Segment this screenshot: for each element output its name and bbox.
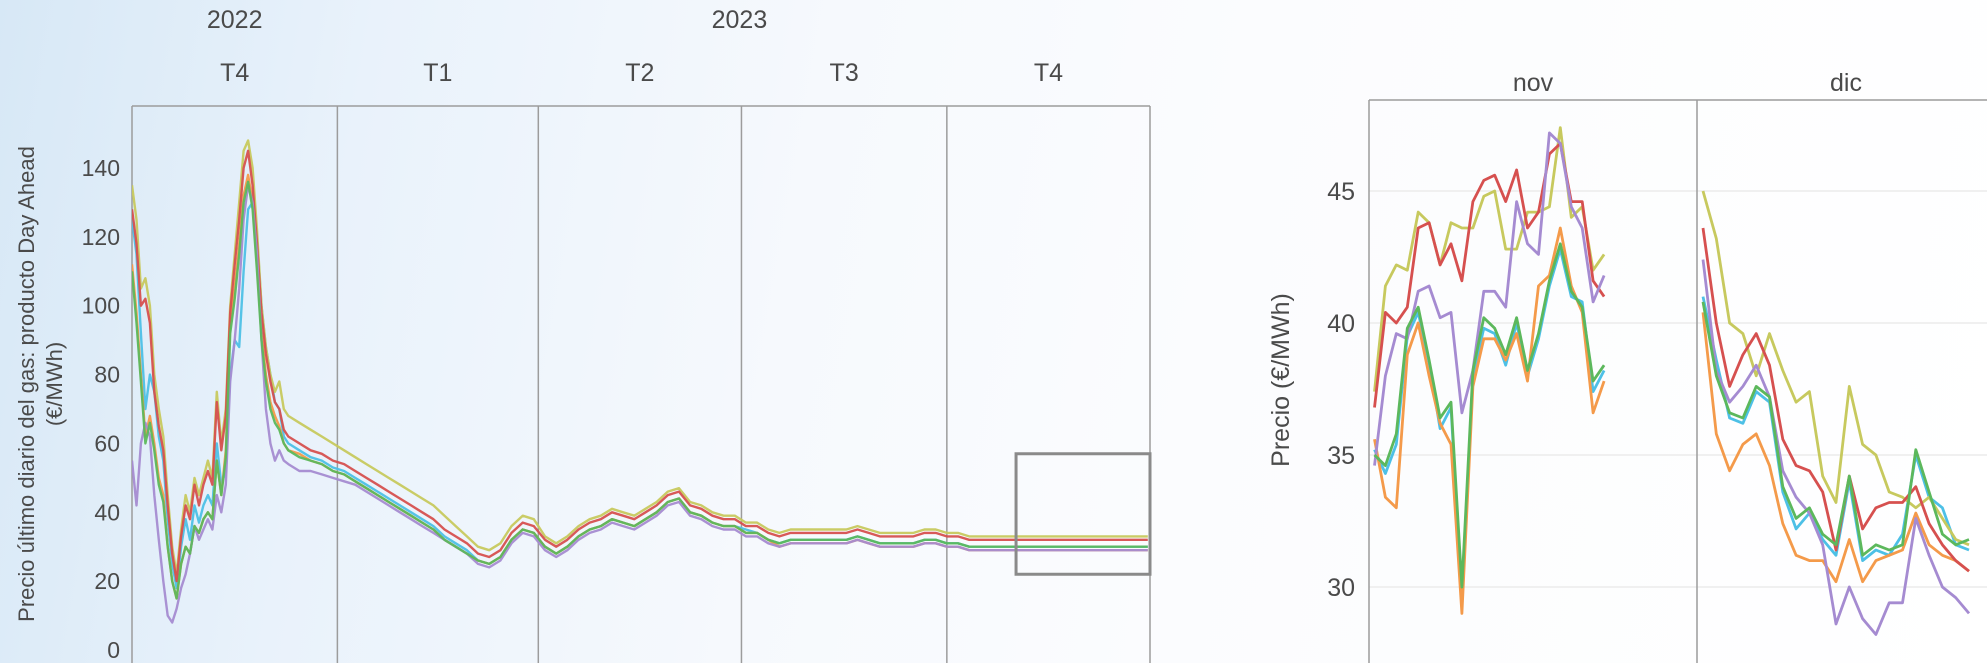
series-line <box>132 149 1148 583</box>
series-line <box>132 201 1148 590</box>
y-tick-label: 60 <box>94 430 120 456</box>
series-line <box>1701 259 1971 636</box>
y-tick-label: 80 <box>94 362 120 388</box>
quarter-label: T4 <box>220 59 249 87</box>
y-tick-label: 35 <box>1327 442 1355 470</box>
series-line <box>132 180 1148 600</box>
series-line <box>132 173 1148 600</box>
y-tick-label: 120 <box>82 224 120 250</box>
quarter-label: T4 <box>1034 59 1063 87</box>
year-label: 2022 <box>207 6 263 34</box>
y-tick-label: 20 <box>94 568 120 594</box>
month-label: nov <box>1513 69 1554 97</box>
series-line <box>132 183 1148 624</box>
left-series-group <box>132 139 1148 624</box>
series-line <box>1701 301 1970 557</box>
y-tick-label: 40 <box>94 499 120 525</box>
y-axis-title: Precio (€/MWh) <box>1267 293 1295 467</box>
series-line <box>1701 296 1970 562</box>
y-tick-label: 45 <box>1327 178 1355 206</box>
y-tick-label: 30 <box>1327 574 1355 602</box>
y-tick-label: 140 <box>82 155 120 181</box>
y-axis-title: Precio último diario del gas: producto D… <box>14 146 39 622</box>
month-label: dic <box>1830 69 1862 97</box>
y-tick-label: 40 <box>1327 310 1355 338</box>
right-series-group <box>1373 126 1971 636</box>
quarter-label: T3 <box>830 59 859 87</box>
left-panel: T4 T1 T2 T3 T4 2022 2023 0 20 40 60 80 100 120 140 Prec… <box>14 6 1152 663</box>
right-panel: 30 35 40 45 nov dic Precio (€/MWh) <box>1267 69 1987 663</box>
series-line <box>1373 242 1606 589</box>
quarter-label: T2 <box>625 59 654 87</box>
series-line <box>1701 227 1970 573</box>
year-label: 2023 <box>712 6 768 34</box>
y-tick-label: 100 <box>82 293 120 319</box>
y-tick-label: 0 <box>107 637 120 663</box>
series-line <box>1373 226 1606 615</box>
quarter-label: T1 <box>423 59 452 87</box>
y-axis-title-unit: (€/MWh) <box>42 342 67 426</box>
series-line <box>132 139 1148 576</box>
series-line <box>1701 312 1970 584</box>
zoom-region-box <box>1014 452 1152 576</box>
